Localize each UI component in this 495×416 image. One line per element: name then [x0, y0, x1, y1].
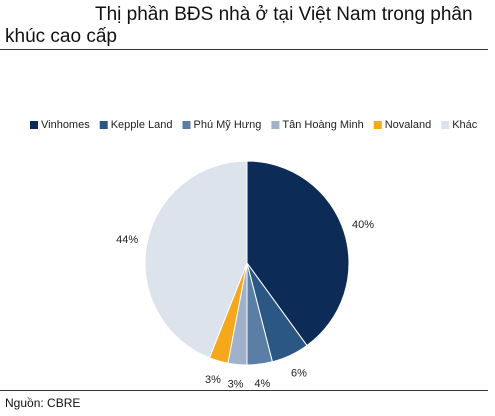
legend-swatch: [99, 121, 108, 129]
data-label: 40%: [352, 219, 374, 231]
legend-label: Khác: [452, 119, 478, 131]
legend-label: Phú Mỹ Hưng: [194, 119, 262, 131]
source: Nguồn: CBRE: [5, 396, 81, 410]
legend-swatch: [30, 121, 38, 129]
legend-swatch: [441, 121, 450, 129]
legend-swatch: [373, 121, 382, 129]
legend-label: Kepple Land: [111, 119, 173, 131]
pie-slice: [246, 160, 350, 347]
data-label: 4%: [254, 378, 270, 390]
data-label: 44%: [116, 234, 138, 246]
data-label: 3%: [205, 374, 221, 386]
chart: Vinhomes Kepple Land Phú Mỹ Hưng Tân Hoàng …: [30, 119, 478, 390]
data-label: 3%: [228, 378, 244, 390]
data-label: 6%: [291, 367, 307, 379]
legend-label: Novaland: [385, 119, 431, 131]
pie-slice: [144, 160, 248, 359]
title-rule: [0, 49, 488, 50]
legend-swatch: [182, 121, 191, 129]
chart-title: Thị phần BĐS nhà ở tại Việt Nam trong ph…: [5, 4, 473, 47]
legend-label: Tân Hoàng Minh: [282, 119, 363, 131]
legend-swatch: [271, 121, 280, 129]
legend-label: Vinhomes: [41, 119, 90, 131]
source-rule: [0, 390, 488, 391]
